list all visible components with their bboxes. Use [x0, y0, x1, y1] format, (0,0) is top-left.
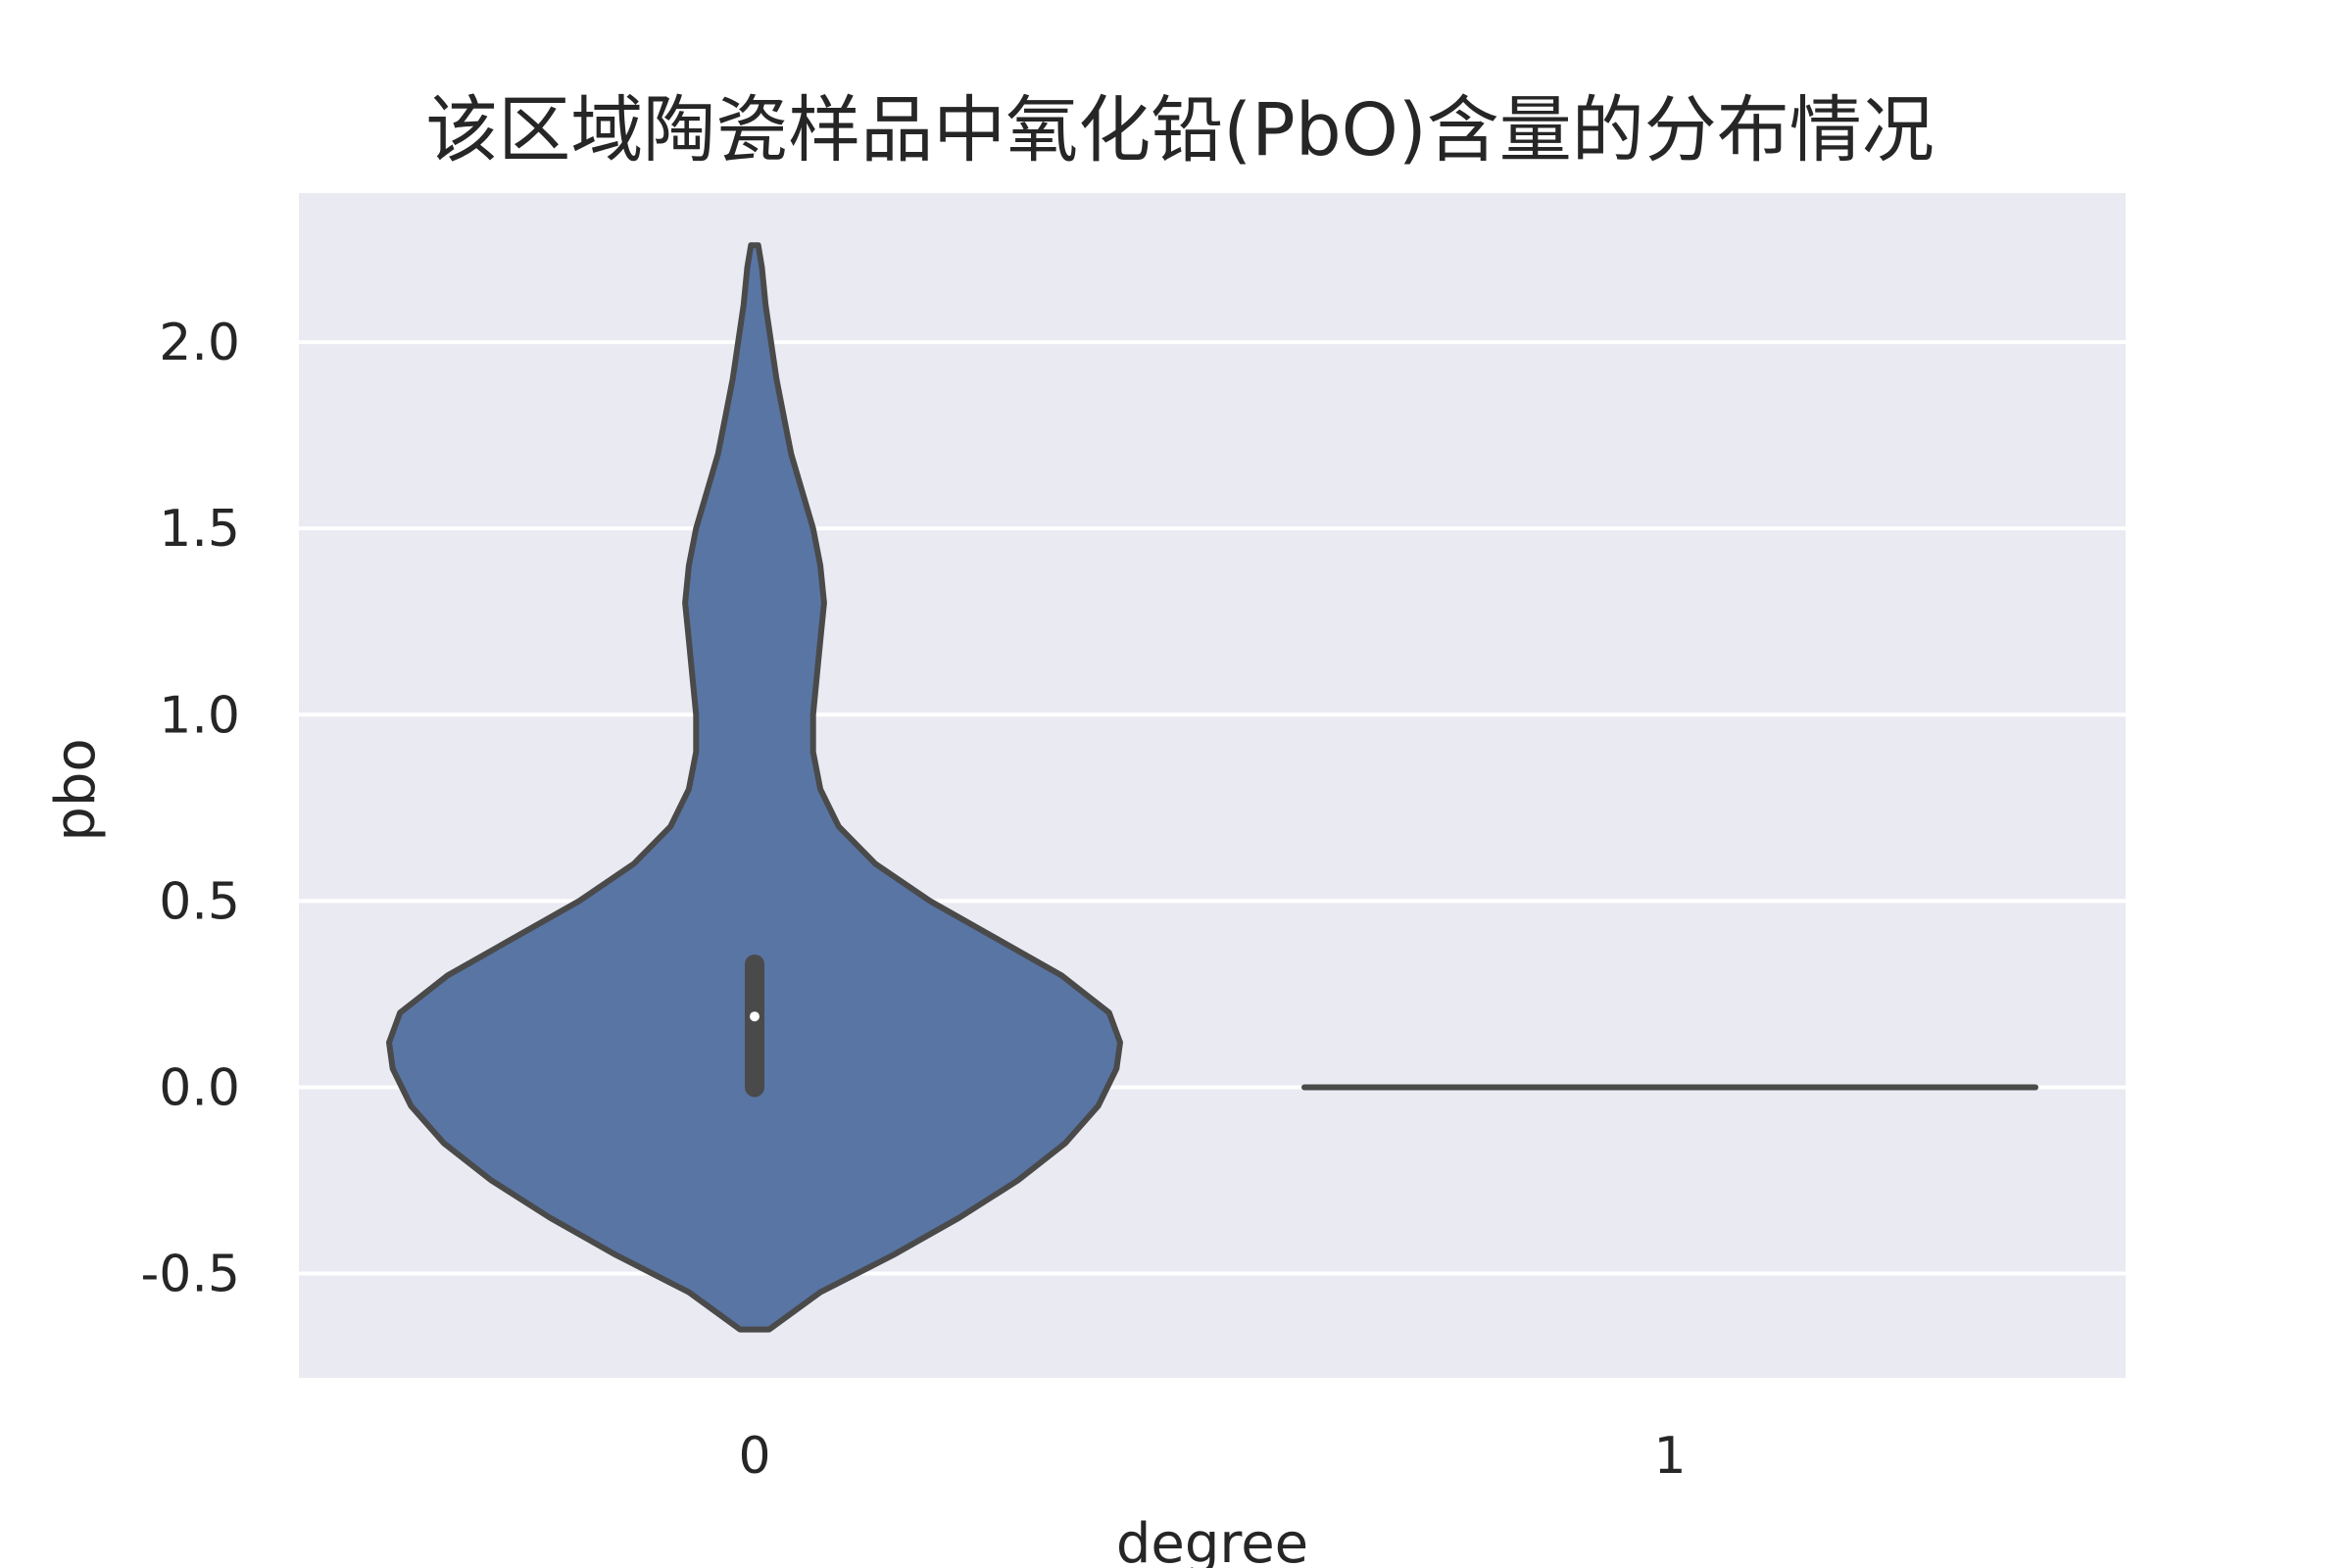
y-axis-label: pbo [44, 738, 108, 841]
median-dot [750, 1011, 760, 1022]
y-tick-label: 2.0 [159, 314, 240, 372]
x-tick-label: 1 [1653, 1427, 1686, 1486]
y-axis-ticks: -0.5 0.0 0.5 1.0 1.5 2.0 [141, 314, 240, 1303]
violins [386, 242, 2038, 1333]
y-tick-label: 1.5 [159, 500, 240, 559]
x-tick-label: 0 [738, 1427, 770, 1486]
y-tick-label: -0.5 [141, 1246, 240, 1304]
chart-title: 该区域陶瓷样品中氧化铅(PbO)含量的分布情况 [425, 88, 1935, 172]
y-tick-label: 0.5 [159, 872, 240, 931]
y-tick-label: 0.0 [159, 1058, 240, 1117]
y-tick-label: 1.0 [159, 686, 240, 745]
x-axis-label: degree [1116, 1512, 1308, 1568]
violin-body-0 [386, 242, 1123, 1333]
